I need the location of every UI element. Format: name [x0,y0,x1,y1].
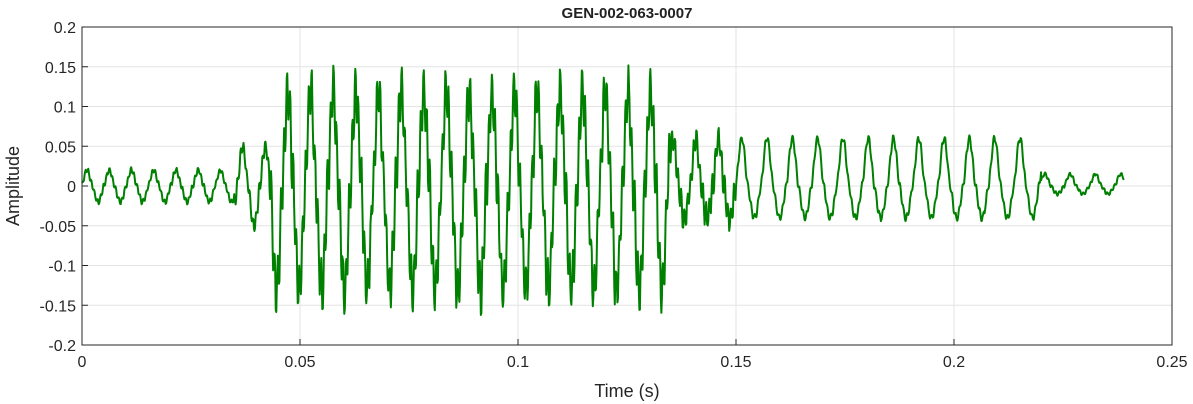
x-tick-label: 0.15 [720,354,751,371]
x-ticks: 0 0.05 0.1 0.15 0.2 0.25 [78,339,1188,371]
y-tick-label: 0.05 [45,139,76,156]
y-tick-label: 0.1 [54,100,76,117]
y-tick-label: 0 [67,179,76,196]
x-tick-label: 0.25 [1156,354,1187,371]
y-tick-label: 0.15 [45,60,76,77]
x-axis-label: Time (s) [594,381,659,401]
series-line [81,64,1125,316]
x-tick-label: 0.2 [943,354,965,371]
y-tick-label: -0.2 [48,338,76,355]
x-tick-label: 0.1 [507,354,529,371]
y-tick-label: -0.1 [48,259,76,276]
x-tick-label: 0 [78,354,87,371]
y-tick-label: -0.05 [40,219,77,236]
y-ticks: 0.2 0.15 0.1 0.05 0 -0.05 -0.1 -0.15 -0.2 [40,20,88,355]
x-tick-label: 0.05 [284,354,315,371]
series-layer [81,64,1125,316]
y-tick-label: 0.2 [54,20,76,37]
y-tick-label: -0.15 [40,298,77,315]
y-axis-label: Amplitude [3,146,23,226]
chart-title: GEN-002-063-0007 [562,5,693,22]
